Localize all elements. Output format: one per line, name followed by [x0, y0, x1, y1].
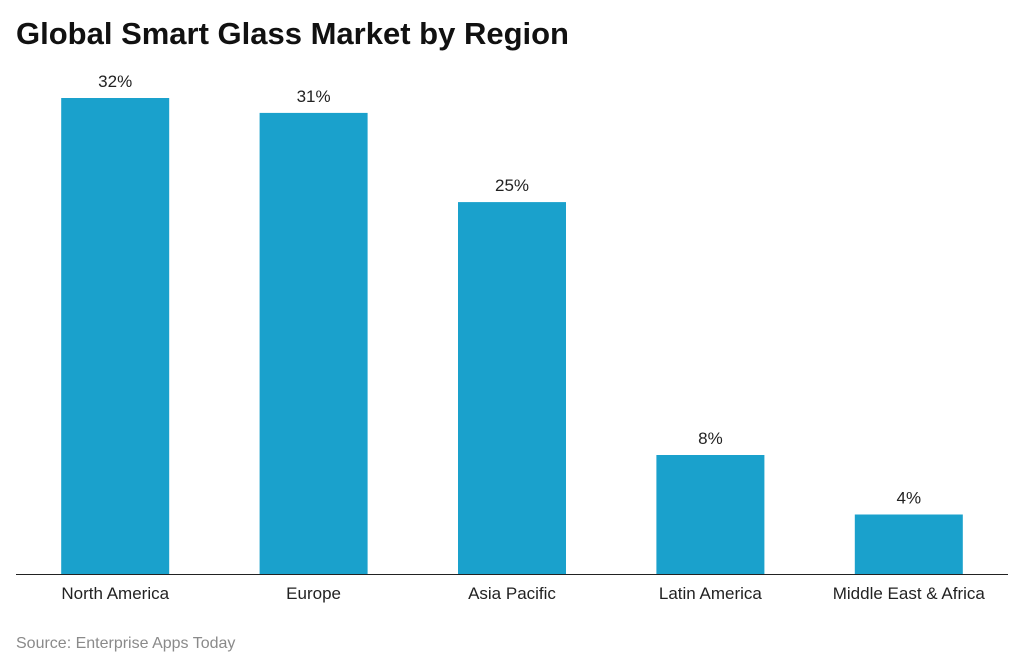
- value-label-latin-america: 8%: [698, 429, 723, 448]
- value-label-europe: 31%: [297, 87, 331, 106]
- category-label-asia-pacific: Asia Pacific: [468, 584, 556, 603]
- bar-north-america: [61, 98, 170, 574]
- value-labels-group: 32% 31% 25% 8% 4%: [98, 72, 921, 508]
- value-label-north-america: 32%: [98, 72, 132, 91]
- category-label-europe: Europe: [286, 584, 341, 603]
- category-label-latin-america: Latin America: [659, 584, 763, 603]
- category-label-north-america: North America: [61, 584, 169, 603]
- category-label-middle-east-and-africa: Middle East & Africa: [833, 584, 986, 603]
- bar-middle-east-and-africa: [854, 514, 963, 574]
- bars-group: [61, 98, 963, 575]
- value-label-asia-pacific: 25%: [495, 176, 529, 195]
- category-labels-group: North America Europe Asia Pacific Latin Ame…: [61, 584, 985, 603]
- value-label-middle-east-and-africa: 4%: [897, 489, 922, 508]
- chart-title: Global Smart Glass Market by Region: [16, 16, 569, 51]
- bar-latin-america: [656, 455, 765, 574]
- bar-asia-pacific: [458, 202, 566, 574]
- bar-europe: [259, 112, 368, 575]
- source-note: Source: Enterprise Apps Today: [16, 635, 236, 652]
